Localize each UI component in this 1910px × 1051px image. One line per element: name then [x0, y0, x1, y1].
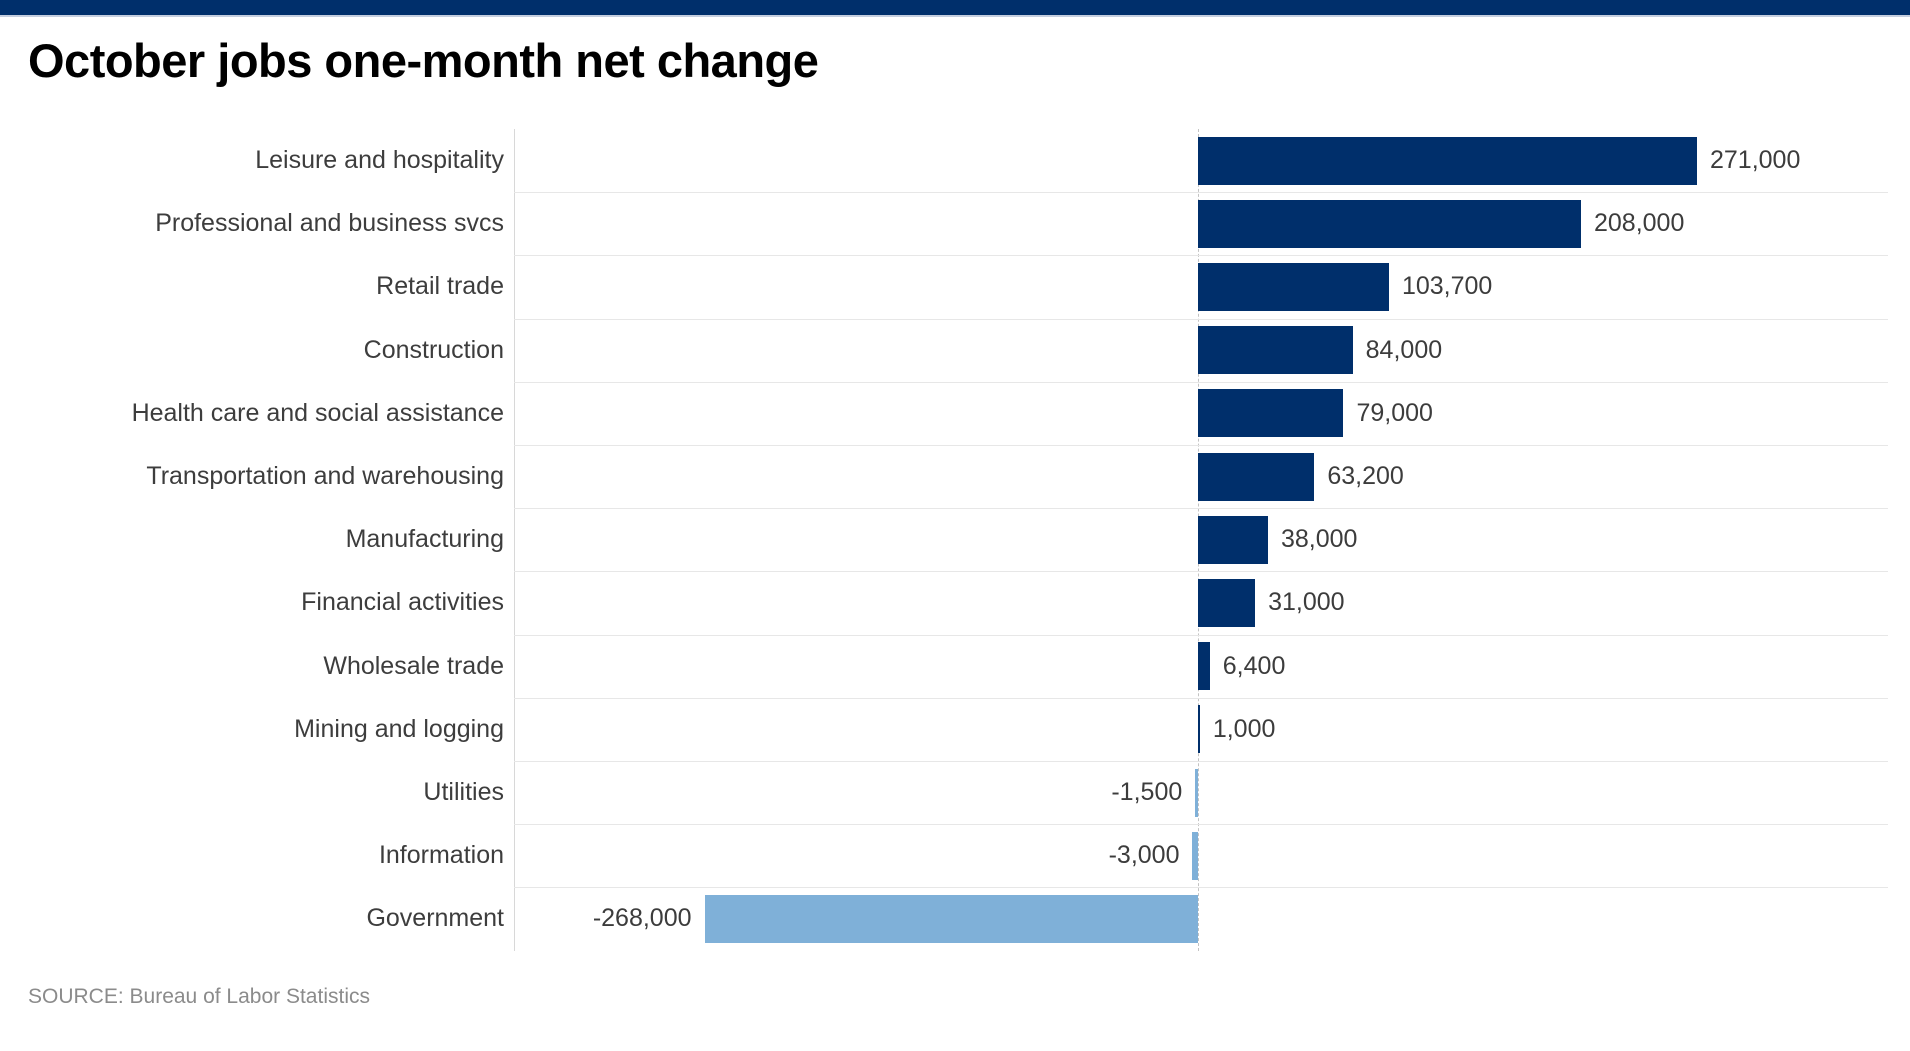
value-label: 208,000 — [1593, 209, 1685, 238]
row-separator — [514, 824, 1888, 826]
chart-row: Government -268,000 — [0, 887, 1910, 950]
brand-banner — [0, 0, 1910, 17]
bar — [704, 894, 1198, 943]
bar — [1198, 452, 1315, 501]
chart-row: Manufacturing 38,000 — [0, 508, 1910, 571]
value-label: 84,000 — [1365, 335, 1443, 364]
value-label: -268,000 — [592, 904, 692, 933]
category-label: Health care and social assistance — [131, 398, 504, 427]
bar — [1198, 262, 1389, 311]
row-separator — [514, 381, 1888, 383]
value-label: 6,400 — [1222, 651, 1286, 680]
category-label: Wholesale trade — [323, 651, 504, 680]
value-label: 1,000 — [1212, 714, 1276, 743]
category-label: Transportation and warehousing — [146, 462, 504, 490]
bar — [1198, 642, 1210, 691]
value-label: 63,200 — [1327, 462, 1404, 490]
row-separator — [514, 697, 1888, 699]
row-separator — [514, 761, 1888, 762]
category-label: Professional and business svcs — [155, 209, 504, 238]
value-label: 38,000 — [1280, 525, 1358, 554]
bar — [1198, 389, 1344, 438]
chart-row: Information -3,000 — [0, 824, 1910, 887]
row-separator — [514, 318, 1888, 320]
value-label: -1,500 — [1111, 778, 1183, 806]
category-label: Leisure and hospitality — [255, 146, 504, 174]
category-label: Information — [378, 841, 504, 870]
value-label: 79,000 — [1356, 398, 1433, 427]
category-label: Retail trade — [376, 272, 504, 301]
chart-row: Construction 84,000 — [0, 319, 1910, 382]
category-label: Government — [366, 904, 504, 933]
category-label: Financial activities — [301, 588, 504, 617]
chart-row: Utilities -1,500 — [0, 761, 1910, 824]
category-label: Manufacturing — [345, 525, 504, 554]
category-label: Mining and logging — [294, 714, 504, 743]
chart-row: Retail trade 103,700 — [0, 255, 1910, 318]
y-axis-line — [514, 129, 515, 951]
source-note: SOURCE: Bureau of Labor Statistics — [28, 985, 370, 1008]
chart-row: Leisure and hospitality 271,000 — [0, 129, 1910, 192]
bar — [1198, 136, 1697, 185]
chart-title: October jobs one-month net change — [28, 34, 819, 87]
value-label: -3,000 — [1108, 841, 1180, 870]
chart-row: Professional and business svcs 208,000 — [0, 192, 1910, 255]
row-separator — [514, 192, 1888, 194]
category-label: Utilities — [423, 778, 504, 806]
category-label: Construction — [363, 335, 504, 364]
row-separator — [514, 634, 1888, 636]
chart-row: Transportation and warehousing 63,200 — [0, 445, 1910, 508]
bar — [1192, 831, 1198, 880]
bar — [1198, 578, 1256, 627]
row-separator — [514, 887, 1888, 889]
bar — [1195, 768, 1198, 817]
chart-row: Mining and logging 1,000 — [0, 698, 1910, 761]
bar — [1198, 326, 1353, 375]
value-label: 31,000 — [1268, 588, 1345, 617]
value-label: 103,700 — [1401, 272, 1493, 301]
chart-row: Health care and social assistance 79,000 — [0, 382, 1910, 445]
row-separator — [514, 445, 1888, 446]
chart-row: Wholesale trade 6,400 — [0, 635, 1910, 698]
bar — [1198, 515, 1268, 564]
row-separator — [514, 508, 1888, 510]
chart-row: Financial activities 31,000 — [0, 571, 1910, 634]
value-label: 271,000 — [1710, 146, 1801, 174]
row-separator — [514, 255, 1888, 257]
bar — [1198, 705, 1200, 754]
row-separator — [514, 571, 1888, 573]
bar — [1198, 199, 1581, 248]
